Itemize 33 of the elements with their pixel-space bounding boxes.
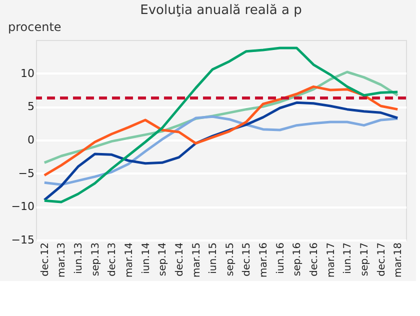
y-tick-label: −15 bbox=[11, 234, 34, 246]
x-tick-label: sep.13 bbox=[90, 242, 102, 276]
y-tick-label: 10 bbox=[20, 66, 34, 80]
y-tick-label: −10 bbox=[11, 200, 34, 214]
x-tick-label: dec.12 bbox=[40, 242, 51, 276]
y-axis-title: procente bbox=[8, 20, 62, 34]
x-tick-label: mar.18 bbox=[393, 242, 404, 278]
x-tick-label: iun.17 bbox=[342, 242, 354, 274]
x-tick-label: sep.14 bbox=[158, 242, 169, 276]
line-series bbox=[43, 115, 399, 186]
y-tick-label: 5 bbox=[28, 100, 34, 114]
x-tick-label: sep.17 bbox=[359, 242, 370, 276]
x-tick-label: dec.16 bbox=[309, 242, 320, 276]
x-tick-label: dec.13 bbox=[107, 242, 118, 276]
x-tick-label: dec.14 bbox=[174, 242, 186, 276]
x-tick-label: mar.17 bbox=[326, 242, 337, 278]
line-series bbox=[43, 46, 399, 204]
x-tick-label: iun.13 bbox=[74, 242, 85, 274]
x-tick-label: iun.14 bbox=[140, 242, 152, 274]
x-tick-label: iun.16 bbox=[275, 242, 286, 274]
x-tick-label: dec.17 bbox=[376, 242, 388, 276]
x-tick-label: mar.15 bbox=[191, 242, 202, 278]
x-tick-label: sep.16 bbox=[292, 242, 304, 276]
y-tick-label: 0 bbox=[28, 134, 34, 146]
x-tick-label: mar.16 bbox=[258, 242, 270, 278]
x-tick-label: mar.14 bbox=[124, 242, 135, 278]
x-tick-label: dec.15 bbox=[242, 242, 253, 276]
y-tick-label: −5 bbox=[18, 166, 34, 180]
line-series bbox=[43, 85, 399, 177]
x-tick-label: iun.15 bbox=[208, 242, 220, 274]
chart-title: Evoluţia anuală reală a p bbox=[140, 3, 302, 18]
x-tick-label: mar.13 bbox=[56, 242, 68, 278]
x-tick-label: sep.15 bbox=[224, 242, 236, 276]
